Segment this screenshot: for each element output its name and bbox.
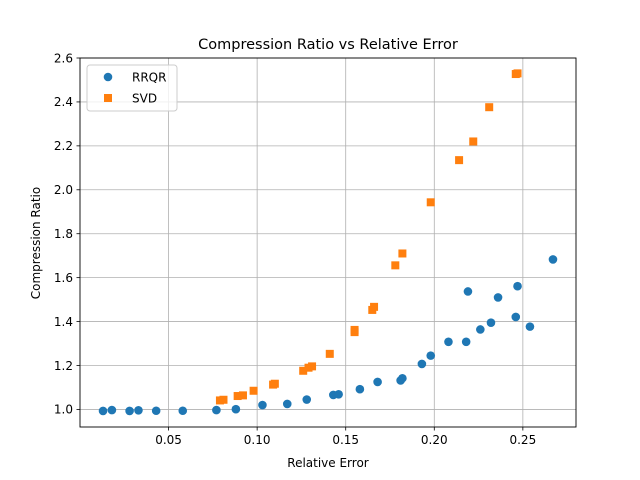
- svd-point: [219, 395, 228, 404]
- svd-point: [233, 392, 242, 401]
- rrqr-point: [125, 406, 134, 416]
- legend-label-rrqr: RRQR: [132, 71, 166, 85]
- legend-marker-svd: [104, 94, 112, 102]
- y-tick-label: 1.8: [54, 227, 73, 241]
- rrqr-point: [398, 373, 407, 383]
- rrqr-point: [178, 406, 188, 416]
- rrqr-point: [302, 395, 312, 404]
- rrqr-point: [334, 389, 343, 399]
- y-axis-label: Compression Ratio: [29, 187, 43, 300]
- data-marks: [98, 69, 558, 416]
- x-tick-label: 0.05: [155, 433, 182, 447]
- y-tick-label: 1.2: [54, 359, 73, 373]
- rrqr-point: [212, 405, 221, 415]
- svd-point: [238, 391, 247, 400]
- rrqr-point: [231, 404, 241, 414]
- series-svd: [215, 69, 522, 405]
- svd-point: [513, 69, 522, 78]
- svd-point: [485, 103, 494, 112]
- rrqr-point: [513, 281, 522, 291]
- svd-point: [370, 302, 379, 311]
- legend-marker-rrqr: [103, 72, 113, 82]
- rrqr-point: [444, 337, 453, 347]
- chart-title: Compression Ratio vs Relative Error: [198, 37, 458, 53]
- legend: RRQR SVD: [86, 64, 178, 112]
- x-axis: 0.05 0.10 0.15 0.20 0.25: [155, 427, 536, 447]
- svd-point: [325, 349, 334, 358]
- y-tick-label: 1.4: [54, 315, 73, 329]
- series-rrqr: [98, 255, 558, 416]
- rrqr-point: [548, 255, 558, 264]
- plot-area: [80, 58, 576, 427]
- rrqr-point: [461, 337, 471, 347]
- rrqr-point: [258, 400, 267, 410]
- rrqr-point: [282, 399, 292, 409]
- rrqr-point: [476, 325, 485, 334]
- svd-point: [299, 366, 308, 375]
- x-tick-label: 0.20: [421, 433, 448, 447]
- y-axis: 1.0 1.2 1.4 1.6 1.8 2.0 2.2 2.4 2.6: [54, 51, 80, 417]
- x-tick-label: 0.15: [332, 433, 359, 447]
- legend-label-svd: SVD: [132, 92, 157, 106]
- rrqr-point: [426, 351, 436, 360]
- plot-frame: [79, 57, 577, 428]
- svd-point: [469, 137, 478, 146]
- rrqr-point: [417, 359, 427, 369]
- rrqr-point: [511, 312, 521, 322]
- x-tick-label: 0.10: [244, 433, 271, 447]
- rrqr-point: [355, 384, 365, 394]
- y-tick-label: 2.2: [54, 139, 73, 153]
- rrqr-point: [107, 405, 117, 415]
- svd-point: [455, 156, 464, 165]
- rrqr-point: [98, 406, 108, 416]
- svd-point: [426, 198, 435, 207]
- svd-point: [249, 386, 258, 395]
- rrqr-point: [525, 322, 535, 331]
- y-tick-label: 2.4: [54, 95, 73, 109]
- svd-point: [308, 362, 317, 371]
- svd-point: [350, 325, 359, 334]
- rrqr-point: [463, 287, 473, 296]
- y-tick-label: 1.6: [54, 271, 73, 285]
- rrqr-point: [151, 406, 161, 416]
- x-axis-label: Relative Error: [287, 456, 369, 470]
- svd-point: [398, 249, 407, 258]
- rrqr-point: [134, 406, 143, 415]
- rrqr-point: [486, 318, 496, 327]
- svd-point: [270, 379, 279, 388]
- rrqr-point: [493, 293, 503, 302]
- rrqr-point: [373, 377, 382, 387]
- y-tick-label: 1.0: [54, 403, 73, 417]
- y-tick-label: 2.0: [54, 183, 73, 197]
- x-tick-label: 0.25: [509, 433, 536, 447]
- y-tick-label: 2.6: [54, 51, 73, 65]
- svd-point: [391, 261, 400, 270]
